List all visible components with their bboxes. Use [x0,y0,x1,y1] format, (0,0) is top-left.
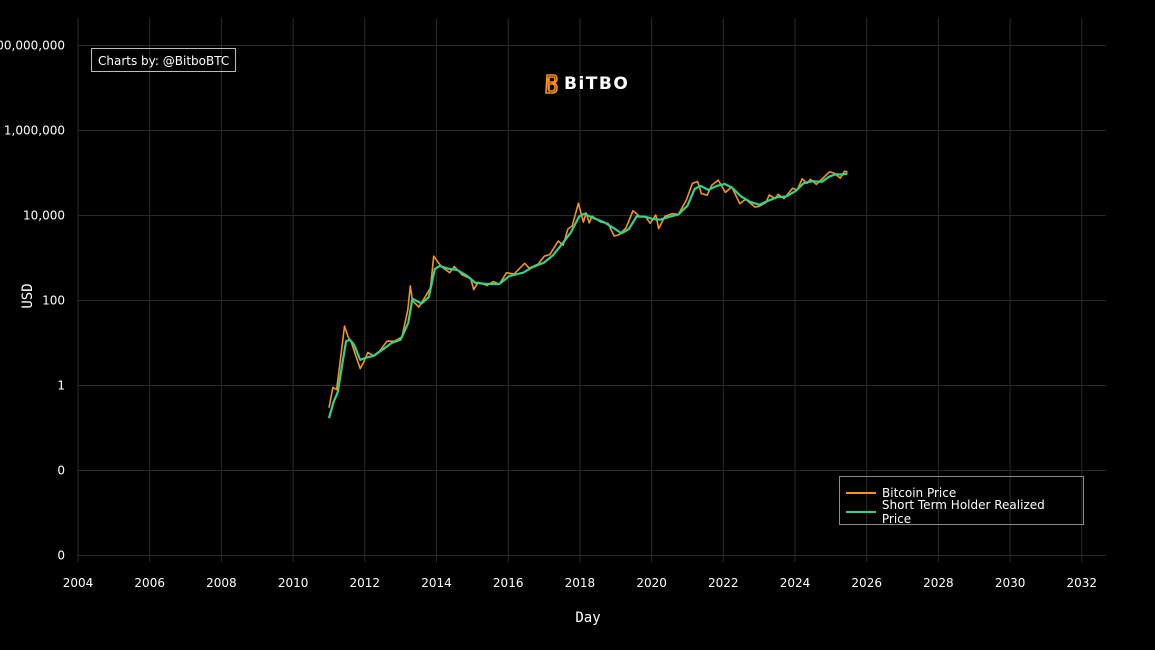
x-tick-label: 2020 [636,576,667,590]
legend-item-sth-realized-price[interactable]: Short Term Holder Realized Price [846,498,1077,526]
x-axis-tick-labels: 2004 2006 2008 2010 2012 2014 2016 2018 2020 2022… [63,576,1097,590]
x-tick-label: 2024 [780,576,811,590]
y-tick-label: 10,000 [23,209,65,223]
y-tick-label: 0 [57,549,65,563]
y-tick-label: 1,000,000 [4,124,65,138]
y-axis-tick-labels: 0 0 1 100 10,000 1,000,000 100,000,000 [0,39,65,563]
x-tick-label: 2006 [134,576,165,590]
y-axis-label: USD [20,283,36,308]
x-tick-label: 2032 [1067,576,1098,590]
bitbo-logo: BiTBO [544,73,629,95]
bitbo-logo-text: BiTBO [564,74,630,94]
chart-legend: Bitcoin Price Short Term Holder Realized… [839,476,1084,526]
y-tick-label: 0 [57,464,65,478]
chart-credit: Charts by: @BitboBTC [91,48,237,72]
x-tick-label: 2014 [421,576,452,590]
x-tick-label: 2016 [493,576,524,590]
x-tick-label: 2018 [565,576,596,590]
bitbo-b-icon [545,74,558,94]
y-tick-label: 1 [57,379,65,393]
legend-swatch-sth-realized-price [846,510,876,513]
series-layer [327,170,848,419]
series-line-sth-realized-price [327,172,848,419]
x-tick-label: 2028 [923,576,954,590]
x-tick-label: 2026 [851,576,882,590]
vertical-gridlines [77,18,1083,562]
x-tick-label: 2022 [708,576,739,590]
x-tick-label: 2012 [350,576,381,590]
x-tick-label: 2008 [206,576,237,590]
x-tick-label: 2030 [995,576,1026,590]
y-tick-label: 100 [42,294,65,308]
x-tick-label: 2010 [278,576,309,590]
series-line-bitcoin-price [328,170,848,408]
legend-label-sth-realized-price: Short Term Holder Realized Price [881,497,1045,526]
legend-label-bitcoin-price: Bitcoin Price [882,485,957,500]
legend-swatch-bitcoin-price [846,491,876,494]
y-tick-label: 100,000,000 [0,39,65,53]
x-tick-label: 2004 [63,576,94,590]
horizontal-gridlines [78,45,1106,556]
x-axis-label: Day [575,610,600,626]
legend-item-bitcoin-price[interactable]: Bitcoin Price [846,483,1077,502]
